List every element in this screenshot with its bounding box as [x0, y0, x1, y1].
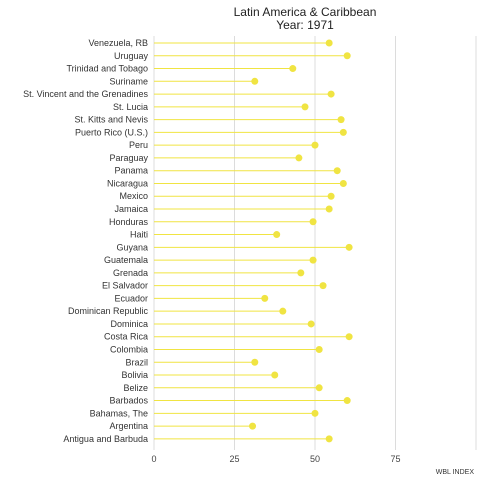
lollipop-point	[309, 256, 317, 264]
x-tick-label: 0	[151, 454, 156, 464]
category-label: Grenada	[113, 268, 148, 278]
lollipop-point	[289, 65, 297, 73]
lollipop-point	[339, 128, 347, 136]
x-tick-label: 50	[310, 454, 320, 464]
lollipop-point	[311, 409, 319, 417]
lollipop-point	[325, 205, 333, 213]
category-label: Nicaragua	[107, 178, 148, 188]
lollipop-point	[339, 179, 347, 187]
x-tick-labels: 0 25 50 75	[151, 454, 400, 464]
lollipop-point	[249, 422, 257, 430]
category-label: Panama	[114, 166, 148, 176]
category-label: Colombia	[110, 344, 148, 354]
category-label: St. Vincent and the Grenadines	[23, 89, 148, 99]
lollipop-point	[343, 52, 351, 60]
category-label: Bahamas, The	[90, 408, 148, 418]
category-label: Venezuela, RB	[88, 38, 148, 48]
category-label: Suriname	[109, 76, 148, 86]
x-tick-label: 25	[229, 454, 239, 464]
category-label: Ecuador	[114, 293, 148, 303]
lollipop-point	[307, 320, 315, 328]
lollipop-points	[249, 39, 353, 443]
category-label: Argentina	[109, 421, 148, 431]
lollipop-stems	[154, 42, 350, 440]
category-label: Puerto Rico (U.S.)	[75, 127, 148, 137]
category-label: Haiti	[130, 230, 148, 240]
lollipop-point	[319, 282, 327, 290]
lollipop-point	[345, 243, 353, 251]
lollipop-point	[315, 345, 323, 353]
category-label: Guatemala	[104, 255, 148, 265]
lollipop-point	[297, 269, 305, 277]
lollipop-point	[261, 294, 269, 302]
lollipop-point	[279, 307, 287, 315]
lollipop-point	[315, 384, 323, 392]
category-label: St. Lucia	[113, 102, 148, 112]
category-label: Honduras	[109, 217, 149, 227]
category-label: Costa Rica	[104, 332, 148, 342]
category-label: Belize	[123, 383, 148, 393]
category-label: Dominica	[110, 319, 148, 329]
category-label: Trinidad and Tobago	[66, 64, 148, 74]
lollipop-point	[343, 397, 351, 405]
category-label: Antigua and Barbuda	[63, 434, 148, 444]
x-axis-title: WBL INDEX	[436, 469, 475, 476]
category-label: Uruguay	[114, 51, 149, 61]
lollipop-point	[337, 116, 345, 124]
category-labels: Venezuela, RB Uruguay Trinidad and Tobago S…	[23, 38, 148, 444]
category-label: Jamaica	[114, 204, 148, 214]
lollipop-point	[309, 218, 317, 226]
x-tick-label: 75	[390, 454, 400, 464]
category-label: El Salvador	[102, 281, 148, 291]
lollipop-point	[273, 231, 281, 239]
category-label: Paraguay	[109, 153, 148, 163]
lollipop-point	[271, 371, 279, 379]
category-label: Guyana	[116, 242, 148, 252]
chart-subtitle: Year: 1971	[276, 18, 334, 32]
lollipop-point	[345, 333, 353, 341]
category-label: Barbados	[109, 396, 148, 406]
lollipop-point	[251, 358, 259, 366]
lollipop-point	[295, 154, 303, 162]
chart-title: Latin America & Caribbean	[234, 5, 377, 19]
category-label: St. Kitts and Nevis	[74, 115, 148, 125]
category-label: Bolivia	[121, 370, 148, 380]
lollipop-point	[333, 167, 341, 175]
gridlines	[153, 36, 477, 450]
lollipop-point	[327, 192, 335, 200]
lollipop-point	[311, 141, 319, 149]
lollipop-point	[327, 90, 335, 98]
category-label: Peru	[129, 140, 148, 150]
category-label: Mexico	[119, 191, 148, 201]
lollipop-point	[301, 103, 309, 111]
lollipop-point	[251, 77, 259, 85]
lollipop-point	[325, 435, 333, 443]
lollipop-point	[325, 39, 333, 47]
category-label: Brazil	[125, 357, 148, 367]
category-label: Dominican Republic	[68, 306, 149, 316]
